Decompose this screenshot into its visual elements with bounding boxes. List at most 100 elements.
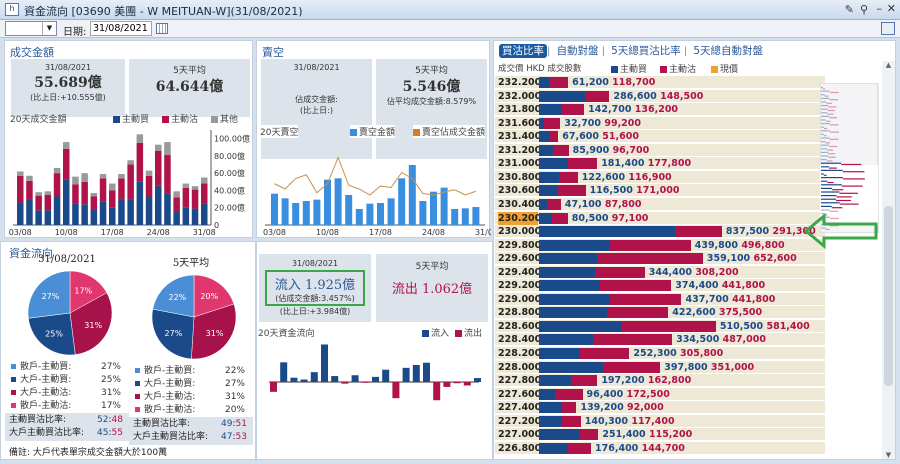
sell-volume: 172,500 [626, 388, 670, 400]
orderbook-row: 231.800 142,700 136,200 [495, 103, 825, 117]
tab-5day-auto-match[interactable]: 5天總自動對盤 [693, 45, 764, 57]
title-bar: h 資金流向 [03690 美團 - W MEITUAN-W](31/08/20… [0, 0, 900, 20]
volumes: 85,900 96,700 [573, 144, 650, 157]
sell-bar [585, 90, 610, 102]
sell-volume: 118,700 [612, 77, 656, 88]
legend-swatch [455, 330, 462, 337]
pie-slice-label: 17% [74, 287, 92, 296]
flow-pie-panel: 資金流向 31/08/2021 17% 31% 25% 27% 散戶-主動買: 27% 大戶-… [0, 241, 256, 460]
bar-主動買 [145, 196, 153, 225]
minimap-buy-line [821, 205, 832, 207]
minimap-buy-line [821, 94, 825, 96]
short-bar [355, 209, 363, 225]
pie-legend-value: 17% [100, 401, 121, 411]
buy-bar [539, 388, 555, 400]
pin-icon[interactable]: ⚲ [859, 3, 868, 16]
sell-bar [674, 226, 722, 238]
tab-auto-match[interactable]: 自動對盤 [556, 45, 599, 57]
y-tick-label: 80.00億 [214, 151, 245, 161]
sell-volume: 487,000 [722, 334, 766, 346]
orderbook-list[interactable]: 232.200 61,200 118,700 232.000 286,600 148,… [495, 76, 825, 460]
short-bar [324, 179, 331, 225]
settings-icon[interactable] [881, 22, 895, 35]
orderbook-row: 228.600 510,500 581,400 [495, 319, 825, 333]
minimap-buy-line [821, 148, 828, 150]
bar-其他 [109, 183, 116, 191]
scroll-up-icon[interactable]: ▲ [885, 61, 892, 69]
pie-slice-label: 22% [169, 293, 187, 302]
bar-其他 [81, 173, 88, 182]
sell-bar [546, 198, 561, 210]
date-input[interactable] [90, 21, 152, 36]
sell-bar [579, 429, 599, 441]
edit-icon[interactable]: ✎ [844, 3, 854, 16]
flow-chart [269, 344, 481, 401]
pie-block: 31/08/2021 17% 31% 25% 27% 散戶-主動買: 27% 大戶-主動買: 2… [5, 254, 129, 444]
bar-主動買 [164, 193, 171, 225]
minimap-buy-line [821, 133, 824, 135]
bar-主動買 [72, 203, 79, 225]
sell-volume: 441,800 [732, 293, 776, 305]
flow-ratio: (佔成交金額:3.457%) [275, 294, 355, 303]
buy-bar [539, 104, 563, 116]
pie-legend-value: 31% [100, 388, 121, 398]
sell-volume: 96,700 [612, 144, 650, 156]
scrollbar[interactable]: ▲ ▼ [882, 61, 895, 459]
tab-5day-ratio[interactable]: 5天總買沽比率 [611, 45, 681, 57]
ratio-sell: 48 [111, 415, 123, 425]
bar-其他 [26, 175, 33, 181]
x-tick-label: 31/08 [193, 228, 216, 237]
x-tick-label: 24/08 [147, 228, 170, 237]
flow-panel: 31/08/2021 流入 1.925億 (佔成交金額:3.457%) (比上日… [256, 241, 493, 460]
calendar-icon[interactable] [156, 23, 168, 34]
minimap-sell-line [824, 95, 829, 97]
legend-label: 主動買 [620, 65, 648, 75]
minimap-sell-line [824, 214, 828, 216]
volumes: 139,200 92,000 [580, 401, 663, 414]
close-icon[interactable]: ✕ [886, 2, 896, 15]
orderbook-row: 228.000 397,800 351,000 [495, 360, 825, 374]
sell-bar [558, 171, 578, 183]
legend-sell: 主動沽 [162, 112, 198, 125]
orderbook-minimap[interactable] [820, 83, 880, 233]
bar-主動沽 [164, 155, 171, 194]
sell-volume: 148,500 [660, 90, 704, 102]
sell-bar [567, 442, 591, 454]
orderbook-row: 230.800 122,600 116,900 [495, 170, 825, 184]
bar-主動沽 [53, 173, 61, 197]
price: 228.800 [498, 307, 542, 319]
legend-short-ratio: 賣空佔成交金額 [413, 125, 486, 138]
volumes: 122,600 116,900 [582, 171, 672, 184]
minimap-sell-line [825, 120, 831, 122]
tab-buy-sell-ratio[interactable]: 買沽比率 [499, 44, 547, 58]
minimize-icon[interactable]: – [876, 2, 883, 15]
short-bar [334, 178, 342, 225]
pie-legend-row: 散戶-主動沽: 20% [129, 404, 253, 417]
ratio-sell: 51 [235, 419, 247, 429]
stock-select[interactable]: ▼ [5, 21, 57, 36]
orderbook-row: 232.200 61,200 118,700 [495, 76, 825, 89]
turnover-chart: 0 20.00億 40.00億 60.00億 80.00億 100.00億 03/08 10/… [9, 130, 250, 237]
buy-bar [539, 131, 550, 143]
minimap-sell-line [829, 210, 839, 212]
short-bar [461, 208, 469, 225]
scrollbar-thumb[interactable] [884, 206, 893, 386]
minimap-sell-line [827, 113, 834, 115]
legend-label: 流出 [464, 329, 483, 339]
y-tick-label: 60.00億 [214, 168, 245, 178]
buy-bar [539, 77, 549, 88]
minimap-buy-line [821, 191, 840, 193]
scroll-down-icon[interactable]: ▼ [885, 451, 892, 459]
volumes: 374,400 441,800 [675, 279, 765, 292]
chevron-down-icon[interactable]: ▼ [42, 22, 56, 35]
pie-chart: 17% 31% 25% 27% [27, 270, 113, 356]
sell-bar [549, 131, 559, 143]
sell-volume: 162,800 [647, 375, 692, 387]
ratio-buy: 47 [221, 432, 233, 442]
sell-bar [607, 307, 669, 319]
legend-inflow: 流入 [422, 326, 449, 339]
pie-legend: 散戶-主動買: 22% 大戶-主動買: 27% 大戶-主動沽: 31% 散戶-主動沽: 20% [129, 365, 253, 417]
x-tick-label: 10/08 [316, 228, 339, 237]
minimap-sell-line [829, 217, 839, 220]
buy-bar [539, 293, 610, 305]
